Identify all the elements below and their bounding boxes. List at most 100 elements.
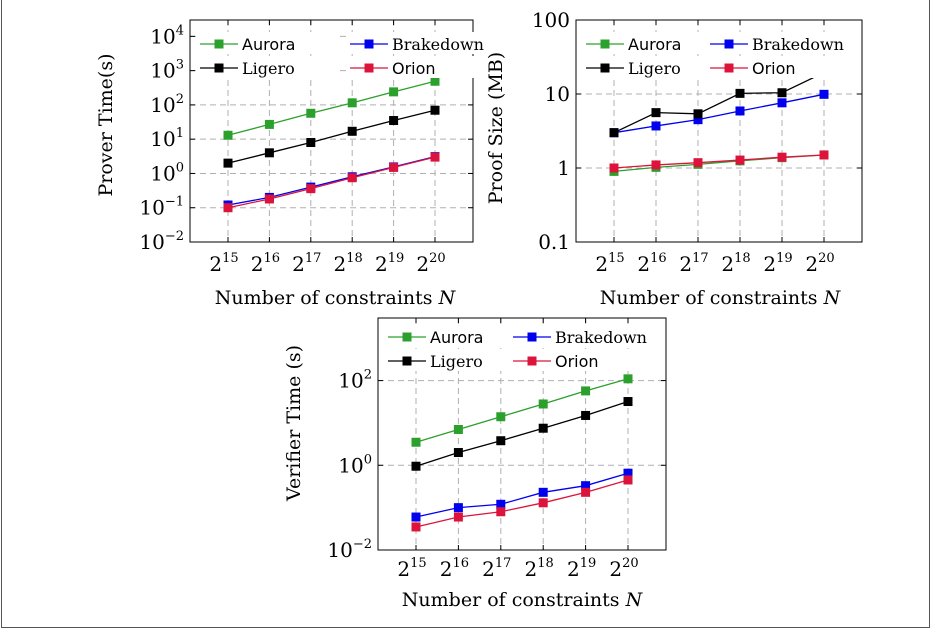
data-point-brakedown [538,487,548,497]
legend-marker [364,39,374,49]
y-tick-label: 102 [150,92,184,117]
data-point-aurora [623,374,633,384]
legend-bg [584,56,724,78]
legend-entry-orion: Orion [511,349,661,371]
legend-entry-aurora: Aurora [386,325,526,347]
legend-marker [527,332,537,342]
data-point-ligero [623,397,633,407]
x-tick-label: 215 [209,251,238,276]
legend-entry-aurora: Aurora [584,32,724,54]
data-point-aurora [538,399,548,409]
chart-panel-3: 10−2 100 102 215 216 217 218 219 220 Number of co… [283,317,667,611]
legend-label: Orion [555,352,599,371]
legend-label: Ligero [628,59,681,78]
legend-marker [600,39,610,49]
data-point-ligero [453,448,463,458]
data-point-ligero [609,128,619,138]
legend-entry-brakedown: Brakedown [708,32,858,54]
legend-label: Ligero [430,352,483,371]
plot-area-border [189,19,474,243]
legend-marker [402,356,412,366]
data-point-aurora [453,424,463,434]
data-point-orion [453,512,463,522]
series-line-aurora [227,80,436,136]
data-point-orion [609,163,619,173]
y-tick-label: 100 [338,452,372,477]
x-tick-label: 215 [595,251,624,276]
data-point-aurora [347,98,357,108]
x-tick-label: 216 [251,251,280,276]
y-axis-label: Prover Time(s) [95,54,117,197]
data-point-orion [264,194,274,204]
legend-marker [402,332,412,342]
x-tick-label: 218 [525,556,554,581]
series-line-brakedown [227,155,436,206]
legend-label: Aurora [242,35,295,54]
legend-marker [724,39,734,49]
legend-bg [386,349,526,371]
legend-label: Orion [752,59,796,78]
data-point-orion [223,203,233,213]
y-axis-label: Proof Size (MB) [485,52,507,204]
data-point-brakedown [623,468,633,478]
y-tick-label: 102 [338,368,372,393]
legend-entry-ligero: Ligero [198,56,338,78]
data-point-ligero [735,88,745,98]
data-point-orion [623,475,633,485]
data-point-ligero [411,461,421,471]
data-point-ligero [651,108,661,118]
chart-panel-2: 0.1 1 10 100 215 216 217 218 219 220 Number of con… [485,8,863,309]
series-line-ligero [415,400,629,467]
legend-bg [708,56,858,78]
chart-panel-1: 10−2 10−1 100 101 102 103 104 215 216 217 218 219 22… [95,19,498,309]
data-point-orion [581,487,591,497]
data-point-ligero [347,126,357,136]
x-tick-label: 220 [805,251,834,276]
data-point-orion [389,162,399,172]
legend-bg [584,32,724,54]
x-axis-label: Number of constraints N [215,287,457,309]
x-tick-label: 216 [440,556,469,581]
x-tick-label: 219 [567,556,596,581]
series-line-ligero [227,109,436,164]
data-point-ligero [306,137,316,147]
data-point-brakedown [453,503,463,513]
series-line-orion [415,479,629,528]
data-point-aurora [264,119,274,129]
series-line-aurora [613,154,825,173]
data-point-brakedown [819,89,829,99]
data-point-ligero [777,88,787,98]
x-axis-label: Number of constraints N [600,287,842,309]
data-point-ligero [693,109,703,119]
legend-bg [348,32,498,54]
data-point-orion [430,152,440,162]
y-tick-label: 103 [150,58,184,83]
data-point-brakedown [411,512,421,522]
x-tick-label: 218 [721,251,750,276]
series-line-ligero [613,71,825,134]
legend-entry-brakedown: Brakedown [511,325,661,347]
y-tick-label: 100 [532,8,570,32]
data-point-orion [496,507,506,517]
legend-label: Brakedown [752,35,844,54]
legend-marker [214,39,224,49]
data-point-brakedown [496,499,506,509]
data-point-orion [651,160,661,170]
legend-marker [214,63,224,73]
legend-marker [364,63,374,73]
data-point-ligero [538,423,548,433]
x-tick-label: 219 [763,251,792,276]
data-point-ligero [223,158,233,168]
data-point-orion [306,184,316,194]
legend-bg [511,325,661,347]
data-point-aurora [430,76,440,86]
x-tick-label: 217 [482,556,511,581]
series-line-brakedown [613,93,825,134]
x-tick-label: 220 [609,556,638,581]
y-tick-label: 1 [557,156,570,180]
legend-label: Aurora [628,35,681,54]
legend-bg [511,349,661,371]
series-line-aurora [415,378,629,443]
data-point-ligero [430,105,440,115]
